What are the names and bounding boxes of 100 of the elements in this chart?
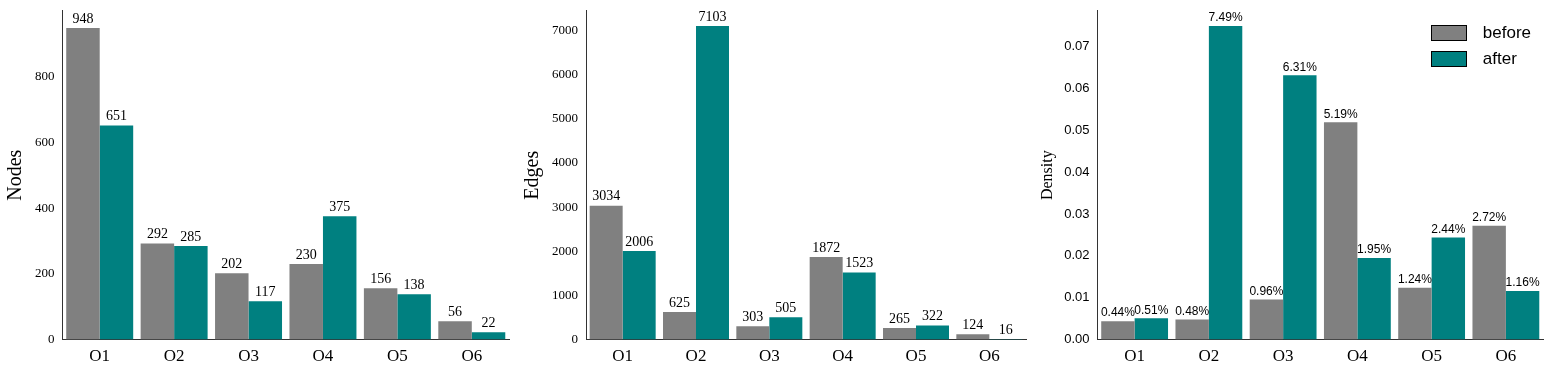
bar — [842, 272, 876, 340]
data-label: 16 — [998, 321, 1013, 337]
y-tick-label: 600 — [35, 133, 55, 149]
data-label: 117 — [255, 283, 276, 299]
data-label: 303 — [742, 308, 764, 324]
x-tick-label: O4 — [312, 346, 334, 366]
data-label: 1.16% — [1505, 275, 1540, 290]
bar — [215, 273, 249, 340]
x-tick-label: O5 — [905, 346, 927, 366]
y-tick-label: 0.06 — [1064, 79, 1090, 95]
data-label: 625 — [669, 294, 690, 310]
bar — [99, 125, 134, 340]
x-tick-label: O1 — [89, 346, 111, 366]
bar — [140, 243, 175, 340]
x-tick-label: O2 — [163, 346, 185, 366]
bar — [1323, 122, 1358, 340]
y-tick-label: 5000 — [552, 110, 578, 126]
y-axis-title: Edges — [520, 150, 544, 200]
x-tick-label: O5 — [1421, 346, 1443, 366]
bar — [1505, 291, 1540, 340]
data-label: 0.96% — [1249, 283, 1284, 298]
y-tick-label: 4000 — [552, 154, 578, 170]
x-tick-label: O3 — [1272, 346, 1294, 366]
bar — [248, 301, 283, 340]
data-label: 0.48% — [1175, 303, 1210, 318]
bar — [916, 325, 949, 340]
bar — [1175, 319, 1209, 340]
y-tick-label: 0.02 — [1064, 247, 1090, 263]
bar — [363, 288, 398, 340]
x-tick-label: O5 — [386, 346, 408, 366]
y-tick-label: 0.01 — [1064, 289, 1090, 305]
data-label: 265 — [889, 310, 910, 326]
legend-label: before — [1482, 23, 1531, 43]
data-label: 22 — [481, 315, 496, 331]
data-label: 1.24% — [1397, 271, 1433, 286]
bar — [769, 317, 803, 340]
bar — [736, 326, 770, 340]
data-label: 56 — [448, 303, 463, 319]
bar — [589, 205, 623, 340]
data-label: 3034 — [592, 188, 621, 204]
data-label: 1872 — [812, 239, 841, 255]
y-tick-label: 0.00 — [1064, 331, 1090, 347]
bar — [1431, 237, 1466, 340]
y-tick-label: 0.07 — [1064, 37, 1090, 53]
data-label: 202 — [221, 255, 243, 271]
y-tick-label: 0.04 — [1064, 163, 1090, 179]
bar — [322, 216, 357, 340]
data-label: 2.44% — [1431, 221, 1466, 236]
data-label: 375 — [329, 198, 351, 214]
bar — [1101, 321, 1135, 340]
bar — [1398, 287, 1432, 340]
data-label: 651 — [105, 108, 127, 124]
x-tick-label: O6 — [461, 346, 483, 366]
bar — [663, 312, 696, 340]
bar — [1249, 299, 1284, 340]
y-tick-label: 3000 — [552, 198, 578, 214]
bar — [174, 245, 208, 340]
bar — [66, 27, 100, 340]
y-tick-label: 400 — [35, 199, 55, 215]
y-tick-label: 2000 — [552, 242, 578, 258]
data-label: 7103 — [698, 8, 727, 24]
y-tick-label: 0 — [571, 331, 578, 347]
data-label: 948 — [72, 10, 94, 26]
data-label: 156 — [370, 270, 392, 286]
data-label: 0.44% — [1100, 305, 1136, 320]
data-label: 7.49% — [1208, 10, 1243, 25]
bar — [1208, 25, 1243, 340]
y-tick-label: 0.05 — [1064, 121, 1090, 137]
legend-label: after — [1482, 49, 1517, 69]
bar — [883, 327, 916, 340]
y-axis-title: Nodes — [3, 149, 26, 201]
data-label: 285 — [180, 228, 202, 244]
bar — [1134, 318, 1169, 340]
y-tick-label: 1000 — [552, 286, 578, 302]
x-tick-label: O4 — [832, 346, 854, 366]
y-tick-label: 200 — [35, 265, 55, 281]
y-tick-label: 0.03 — [1064, 205, 1090, 221]
bar — [696, 26, 729, 340]
y-axis-title: Density — [1037, 150, 1056, 201]
x-tick-label: O6 — [1495, 346, 1517, 366]
data-label: 0.51% — [1134, 302, 1169, 317]
data-label: 230 — [295, 246, 317, 262]
bar — [397, 294, 431, 340]
data-label: 1.95% — [1357, 242, 1392, 257]
data-label: 6.31% — [1282, 59, 1318, 74]
x-tick-label: O6 — [978, 346, 1000, 366]
x-tick-label: O1 — [612, 346, 634, 366]
data-label: 2006 — [625, 233, 654, 249]
data-label: 292 — [146, 226, 168, 242]
data-label: 322 — [922, 308, 943, 324]
bar — [956, 334, 990, 340]
x-tick-label: O2 — [685, 346, 707, 366]
y-tick-label: 800 — [35, 67, 55, 83]
bar — [471, 332, 506, 340]
data-label: 138 — [403, 276, 425, 292]
bar — [1472, 225, 1506, 340]
bar — [809, 256, 843, 340]
y-tick-label: 6000 — [552, 66, 578, 82]
x-tick-label: O3 — [758, 346, 780, 366]
x-tick-label: O2 — [1198, 346, 1220, 366]
